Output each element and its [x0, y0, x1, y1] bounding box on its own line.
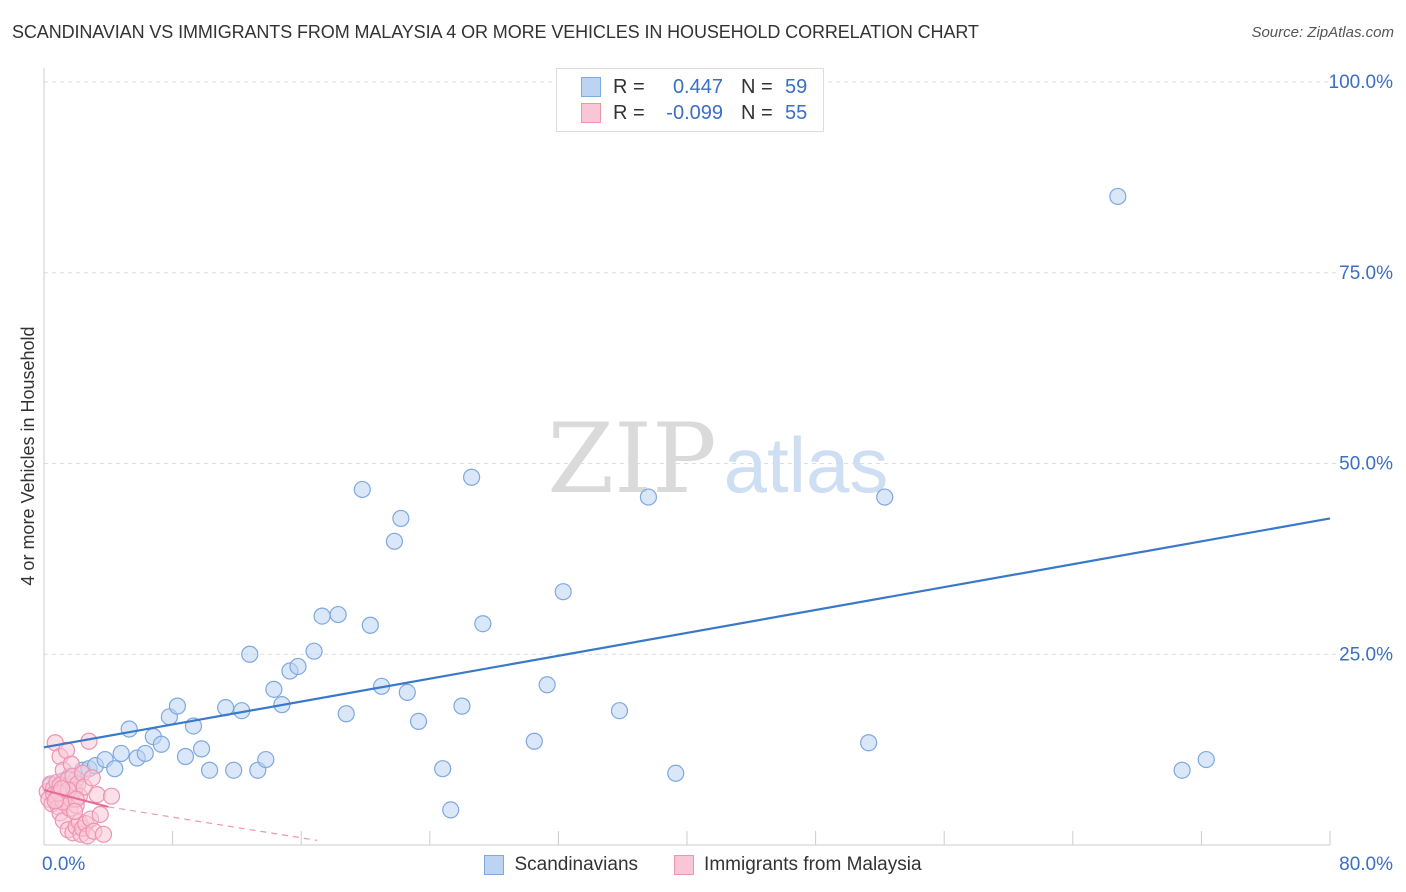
scandinavian-point [525, 732, 543, 750]
scandinavian-point [442, 801, 460, 819]
malaysia-point [94, 825, 113, 843]
malaysia-point [65, 802, 84, 821]
legend-label-malaysia: Immigrants from Malaysia [704, 854, 922, 875]
trend-lines [43, 517, 1331, 842]
legend-swatch-malaysia [674, 855, 695, 875]
y-axis-label: 4 or more Vehicles in Household [18, 326, 38, 585]
y-tick-label: 25.0% [1339, 644, 1393, 665]
legend-r-value: 0.447 [672, 75, 723, 98]
scandinavian-point [241, 645, 259, 663]
series-legend: Scandinavians Immigrants from Malaysia [0, 852, 1406, 878]
scandinavian-point [462, 468, 481, 486]
scandinavian-point [876, 488, 894, 506]
scandinavian-point [398, 683, 416, 702]
scandinavian-point [453, 697, 471, 715]
legend-n-label: N = [741, 101, 773, 124]
scandinavian-point [257, 750, 275, 769]
x-tick-label: 80.0% [1339, 854, 1393, 875]
y-tick-label: 50.0% [1339, 454, 1393, 475]
y-tick-label: 75.0% [1339, 263, 1393, 284]
scandinavian-point [860, 734, 878, 752]
scandinavian-point [474, 615, 492, 633]
scandinavian-point [176, 747, 195, 766]
watermark-atlas: atlas [724, 421, 889, 509]
axes [43, 68, 1331, 846]
legend-r-value: -0.099 [666, 101, 723, 124]
scandinavian-point [392, 509, 410, 528]
chart-title: SCANDINAVIAN VS IMMIGRANTS FROM MALAYSIA… [12, 22, 979, 42]
scandinavian-point [409, 712, 428, 730]
malaysia-point [91, 805, 109, 824]
data-points [38, 187, 1215, 845]
malaysia-point [88, 786, 106, 804]
legend-row-scandinavians: R = 0.447 N = 59 [581, 75, 807, 99]
scandinavian-point [538, 676, 556, 694]
scandinavian-point [667, 764, 685, 782]
trend-line-malaysia-extension [108, 806, 318, 842]
trend-line-scandinavians [43, 517, 1331, 749]
scandinavian-point [225, 761, 243, 779]
scandinavian-point [192, 740, 211, 758]
legend-r-label: R = [613, 101, 645, 124]
legend-item-malaysia[interactable]: Immigrants from Malaysia [674, 854, 922, 876]
legend-n-label: N = [741, 75, 773, 98]
trend-line-malaysia [43, 789, 109, 808]
scandinavian-point [289, 657, 307, 676]
scandinavian-point [353, 480, 371, 499]
legend-row-malaysia: R = -0.099 N = 55 [581, 101, 807, 125]
scandinavian-point [120, 720, 138, 738]
scandinavian-point [385, 532, 404, 550]
scandinavian-point [152, 735, 170, 753]
scandinavian-point [106, 760, 124, 778]
legend-swatch-scandinavians [581, 77, 601, 97]
scandinavian-point [337, 705, 355, 723]
scandinavian-point [1197, 750, 1215, 769]
source-label: Source: ZipAtlas.com [1251, 24, 1394, 41]
legend-label-scandinavians: Scandinavians [514, 854, 639, 875]
watermark: ZIP atlas [547, 403, 888, 515]
scandinavian-point [168, 697, 187, 715]
scandinavian-point [329, 605, 347, 624]
legend-swatch-malaysia [581, 103, 601, 123]
malaysia-point [102, 787, 121, 805]
legend-n-value: 59 [785, 75, 808, 98]
grid-lines [44, 81, 1336, 655]
legend-item-scandinavians[interactable]: Scandinavians [484, 854, 638, 876]
legend-r-label: R = [613, 75, 645, 98]
legend-n-value: 55 [785, 101, 808, 124]
tick-labels: 100.0% 75.0% 50.0% 25.0% 0.0% 80.0% [42, 72, 1393, 875]
scandinavian-point [305, 642, 323, 660]
scandinavian-point [1109, 187, 1127, 206]
scandinavian-point [361, 616, 379, 634]
correlation-legend: R = 0.447 N = 59 R = -0.099 N = 55 [556, 68, 824, 132]
y-tick-label: 100.0% [1329, 72, 1394, 93]
scandinavian-point [200, 761, 219, 779]
watermark-zip: ZIP [547, 403, 716, 515]
scandinavian-point [313, 607, 331, 625]
scandinavian-point [1173, 761, 1191, 779]
scandinavian-point [112, 744, 130, 763]
legend-swatch-scandinavians [484, 855, 505, 875]
x-tick-label: 0.0% [42, 854, 85, 875]
scandinavian-point [265, 680, 283, 698]
malaysia-point [83, 769, 101, 787]
scandinavian-point [434, 760, 452, 778]
scandinavian-point [136, 744, 154, 763]
scandinavian-point [639, 488, 658, 506]
scandinavian-point [610, 702, 629, 720]
scandinavian-point [554, 583, 572, 601]
